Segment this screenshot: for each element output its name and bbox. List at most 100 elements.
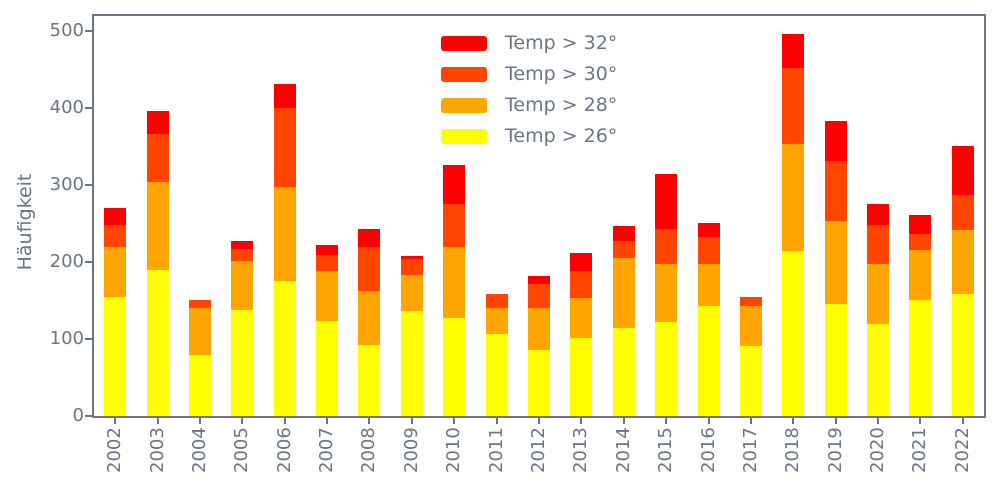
x-axis-tick — [326, 418, 329, 424]
bar-segment — [570, 337, 593, 416]
bar-2003 — [146, 110, 169, 416]
legend-entry: Temp > 26° — [441, 125, 617, 147]
bar-segment — [824, 304, 847, 416]
bar-2021 — [909, 215, 932, 416]
legend-entry: Temp > 28° — [441, 94, 617, 116]
bar-2022 — [951, 146, 974, 416]
bar-segment — [867, 203, 890, 226]
bar-segment — [400, 256, 423, 260]
bar-2004 — [188, 299, 211, 416]
bar-segment — [824, 160, 847, 222]
x-axis-tick-label: 2014 — [612, 427, 634, 473]
bar-segment — [655, 229, 678, 265]
bar-segment — [316, 321, 339, 416]
bar-2010 — [443, 165, 466, 416]
bar-segment — [358, 246, 381, 291]
bar-segment — [951, 146, 974, 196]
legend-label: Temp > 32° — [505, 32, 618, 54]
bar-segment — [104, 246, 127, 297]
bar-2020 — [867, 203, 890, 416]
x-axis-tick-label: 2008 — [358, 427, 380, 473]
bar-segment — [400, 310, 423, 416]
bar-segment — [188, 299, 211, 308]
x-axis-tick-label: 2012 — [528, 427, 549, 473]
bar-2015 — [655, 173, 678, 416]
x-axis-tick — [156, 418, 159, 424]
y-axis-tick — [85, 30, 92, 33]
bar-segment — [782, 251, 805, 416]
y-axis-tick — [85, 107, 92, 110]
x-axis-tick — [198, 418, 201, 424]
bar-segment — [739, 296, 762, 306]
bar-segment — [867, 225, 890, 264]
legend-entry: Temp > 32° — [441, 32, 617, 54]
bar-segment — [443, 165, 466, 205]
x-axis-tick-label: 2006 — [273, 427, 295, 473]
legend-swatch — [441, 35, 487, 51]
x-axis-tick — [495, 418, 498, 424]
bar-segment — [485, 333, 508, 416]
y-axis-tick-label: 0 — [72, 405, 84, 426]
bar-segment — [273, 108, 296, 187]
bar-segment — [570, 270, 593, 299]
x-axis-tick-label: 2004 — [188, 427, 210, 473]
bar-segment — [400, 275, 423, 311]
bar-segment — [358, 229, 381, 247]
bar-segment — [612, 226, 635, 242]
x-axis-tick-label: 2021 — [909, 427, 931, 473]
legend-label: Temp > 28° — [505, 94, 618, 116]
x-axis-tick-label: 2011 — [485, 427, 507, 473]
bar-segment — [104, 207, 127, 226]
bar-segment — [273, 186, 296, 282]
bar-segment — [951, 229, 974, 294]
legend-swatch — [441, 128, 487, 144]
bar-segment — [612, 328, 635, 416]
legend-entry: Temp > 30° — [441, 63, 617, 85]
bar-segment — [188, 307, 211, 356]
bar-segment — [358, 290, 381, 346]
x-axis-tick — [834, 418, 837, 424]
x-axis-tick-label: 2013 — [570, 427, 592, 473]
bar-2019 — [824, 121, 847, 416]
bar-segment — [612, 241, 635, 259]
bar-segment — [909, 234, 932, 250]
bar-segment — [146, 182, 169, 270]
bar-segment — [316, 255, 339, 272]
bar-segment — [824, 221, 847, 305]
x-axis-tick-label: 2005 — [231, 427, 253, 473]
x-axis-tick — [749, 418, 752, 424]
bar-segment — [867, 324, 890, 416]
x-axis-tick-label: 2020 — [867, 427, 889, 473]
bar-segment — [443, 246, 466, 318]
bar-2018 — [782, 33, 805, 416]
x-axis-tick-label: 2009 — [400, 427, 422, 473]
x-axis-tick — [919, 418, 922, 424]
bar-segment — [146, 110, 169, 134]
x-axis-tick-label: 2016 — [697, 427, 719, 473]
x-axis-tick-label: 2002 — [104, 427, 126, 473]
bar-segment — [951, 195, 974, 230]
bar-2006 — [273, 83, 296, 416]
bar-segment — [231, 261, 254, 310]
bar-segment — [231, 309, 254, 416]
y-axis-tick-label: 300 — [49, 174, 84, 196]
bar-segment — [231, 249, 254, 262]
bar-segment — [739, 306, 762, 346]
x-axis-tick — [410, 418, 413, 424]
bar-segment — [570, 252, 593, 271]
bar-segment — [739, 346, 762, 416]
x-axis-tick — [114, 418, 117, 424]
x-axis-tick-label: 2003 — [146, 427, 168, 473]
bar-2002 — [104, 207, 127, 416]
x-axis-tick-label: 2018 — [782, 427, 804, 473]
x-axis-tick-label: 2019 — [824, 427, 846, 473]
bar-segment — [316, 245, 339, 256]
x-axis-tick-label: 2007 — [316, 427, 338, 473]
bar-segment — [273, 83, 296, 109]
bar-segment — [316, 271, 339, 322]
bar-segment — [951, 293, 974, 416]
bar-segment — [485, 294, 508, 308]
legend-label: Temp > 26° — [505, 125, 618, 147]
y-axis-tick-label: 400 — [49, 97, 84, 119]
